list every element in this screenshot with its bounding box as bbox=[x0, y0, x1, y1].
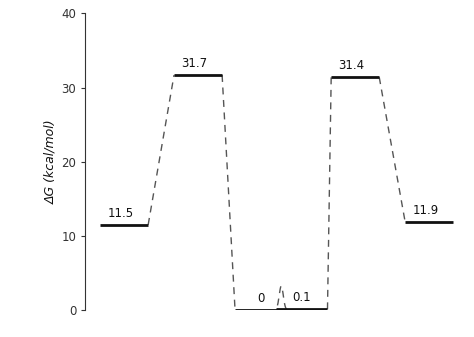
Text: 11.5: 11.5 bbox=[108, 207, 134, 220]
Text: 11.9: 11.9 bbox=[412, 204, 438, 217]
Text: 31.7: 31.7 bbox=[182, 57, 208, 70]
Y-axis label: ΔG (kcal/mol): ΔG (kcal/mol) bbox=[44, 119, 57, 204]
Text: 31.4: 31.4 bbox=[338, 59, 365, 72]
Text: 0.1: 0.1 bbox=[292, 291, 311, 304]
Text: 0: 0 bbox=[257, 292, 264, 305]
